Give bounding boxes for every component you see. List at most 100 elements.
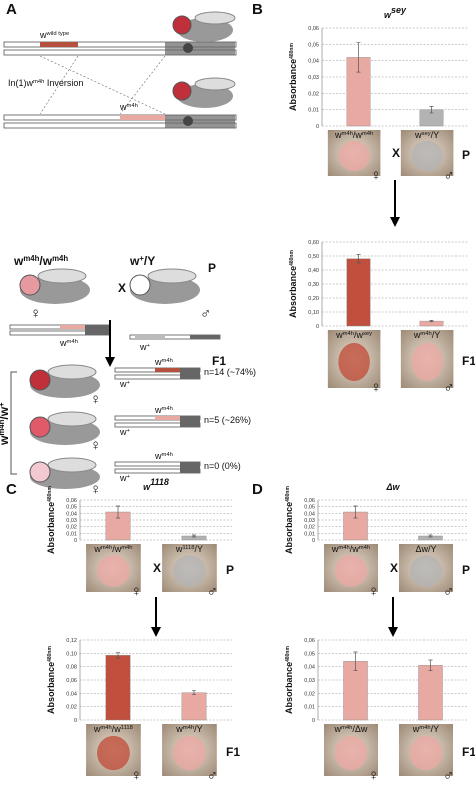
text-part: m4h — [162, 452, 173, 458]
sex: ♀ — [131, 583, 142, 600]
eye — [97, 555, 130, 587]
y-tick-label: 0,04 — [308, 59, 319, 65]
eye — [338, 342, 370, 382]
y-tick-label: 0 — [312, 718, 315, 724]
text-part: m4h — [183, 725, 194, 731]
photo-label: wm4h/Y — [175, 724, 202, 734]
gene-label: w+ — [119, 427, 131, 437]
generation: F1 — [462, 745, 475, 759]
text-part: /w — [112, 724, 122, 734]
sex: ♀ — [368, 767, 379, 784]
text-part: m4h — [33, 79, 44, 85]
text-part: w — [414, 130, 422, 140]
y-tick-label: 0,05 — [308, 42, 319, 48]
y-axis-label: Absorbance480nm — [288, 250, 298, 318]
text-part: 1118 — [121, 725, 133, 731]
count: n=0 (0%) — [204, 461, 241, 471]
y-tick-label: 0,04 — [66, 691, 77, 697]
sex: ♀ — [370, 379, 381, 396]
cross: X — [390, 561, 398, 575]
y-tick-label: 0 — [74, 538, 77, 544]
generation: P — [462, 148, 470, 162]
text-part: m4h — [162, 358, 173, 364]
generation: P — [226, 563, 234, 577]
sex: ♀ — [30, 305, 41, 322]
text-part: m4h — [101, 545, 112, 551]
text-part: Δw — [385, 482, 400, 492]
text-part: Absorbance — [288, 266, 298, 318]
text-part: m4h — [419, 725, 430, 731]
y-tick-label: 0,05 — [304, 505, 315, 511]
text-part: m4h — [343, 331, 354, 337]
inversion-label: In(1)wm4h Inversion — [8, 78, 83, 88]
y-tick-label: 0,05 — [304, 651, 315, 657]
generation: P — [208, 261, 216, 275]
text-part: sey — [422, 131, 431, 137]
eye — [334, 735, 368, 771]
text-part: w — [412, 724, 420, 734]
text-part: w — [119, 379, 127, 389]
text-part: + — [127, 474, 131, 480]
y-tick-label: 0,02 — [66, 525, 77, 531]
text-part: m4h — [127, 103, 138, 109]
y-tick-label: 0,01 — [304, 531, 315, 537]
text-part: m4h — [0, 419, 6, 435]
eye — [97, 735, 130, 771]
photo-label: Δw/Y — [415, 544, 436, 554]
y-tick-label: 0,30 — [308, 282, 319, 288]
y-tick-label: 0,06 — [66, 678, 77, 684]
text-part: + — [0, 402, 6, 407]
y-tick-label: 0,06 — [304, 638, 315, 644]
generation: P — [462, 563, 470, 577]
y-tick-label: 0,02 — [66, 705, 77, 711]
gene-label: w+ — [119, 379, 131, 389]
y-tick-label: 0,12 — [66, 638, 77, 644]
chart-title: Δw — [385, 482, 400, 492]
gene-label: wm4h — [154, 405, 173, 415]
error-bar — [353, 505, 358, 519]
text-part: In(1)w — [8, 78, 34, 88]
text-part: w — [119, 427, 127, 437]
text-part: w — [59, 338, 67, 348]
text-part: 1118 — [150, 477, 169, 487]
y-tick-label: 0,01 — [304, 705, 315, 711]
bar — [418, 665, 443, 721]
chart-title: w1118 — [143, 477, 169, 492]
eye — [173, 735, 206, 771]
text-part: w — [335, 330, 343, 340]
text-part: /Y — [195, 544, 204, 554]
generation: F1 — [226, 745, 240, 759]
y-axis-label: Absorbance480nm — [284, 646, 294, 714]
text-part: m4h — [420, 331, 431, 337]
text-part: /Y — [431, 724, 440, 734]
gene-label: wm4h — [154, 451, 173, 461]
error-bar — [116, 505, 120, 519]
photo-label: wm4h/Y — [413, 330, 440, 340]
text-part: 480nm — [285, 486, 291, 502]
y-tick-label: 0,06 — [308, 26, 319, 32]
text-part: /w — [354, 330, 364, 340]
text-part: Absorbance — [284, 502, 294, 554]
text-part: m4h — [341, 725, 352, 731]
text-part: + — [147, 343, 151, 349]
y-tick-label: 0,06 — [304, 498, 315, 504]
y-tick-label: 0,10 — [308, 310, 319, 316]
text-part: /Y — [194, 724, 203, 734]
text-part: Absorbance — [46, 502, 56, 554]
text-part: sey — [363, 331, 372, 337]
text-part: m4h — [338, 545, 349, 551]
generation: F1 — [212, 354, 226, 368]
text-part: m4h — [359, 545, 370, 551]
gene-label: w+ — [139, 342, 151, 352]
panel-label: C — [6, 481, 17, 498]
y-tick-label: 0,02 — [308, 91, 319, 97]
y-tick-label: 0,60 — [308, 240, 319, 246]
text-part: m4h — [23, 254, 39, 263]
text-part: w — [334, 130, 342, 140]
text-part: w — [154, 405, 162, 415]
text-part: wild type — [46, 31, 70, 37]
sex: ♀ — [90, 391, 101, 408]
gene-label: wwild type — [39, 30, 69, 40]
error-bar — [192, 534, 196, 538]
